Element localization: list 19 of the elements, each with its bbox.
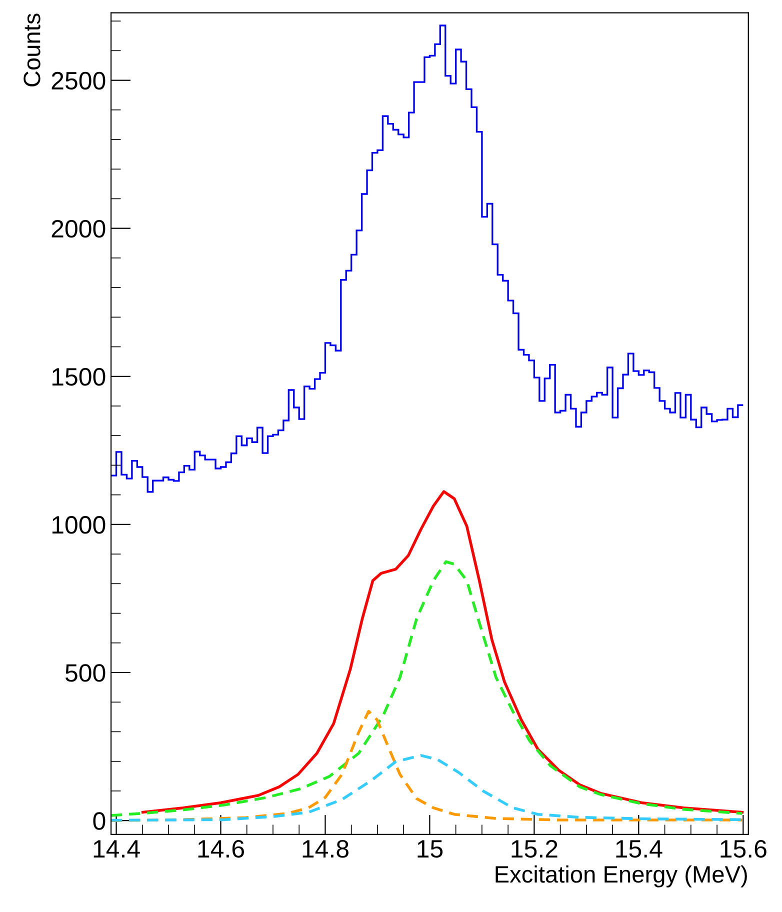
x-tick-label: 15.6 bbox=[720, 840, 766, 858]
line-series bbox=[111, 560, 744, 817]
x-tick-label: 14.8 bbox=[302, 840, 348, 858]
x-tick-label: 14.4 bbox=[94, 840, 140, 858]
x-tick-label: 15.2 bbox=[512, 840, 558, 858]
x-tick-label: 15 bbox=[418, 840, 443, 858]
x-axis-title: Excitation Energy (MeV) bbox=[496, 865, 747, 888]
y-tick-label: 1500 bbox=[52, 368, 106, 386]
y-axis-title: Counts bbox=[24, 14, 40, 86]
x-tick-label: 15.4 bbox=[616, 840, 662, 858]
y-tick-label: 500 bbox=[65, 664, 106, 682]
y-tick-label: 2000 bbox=[52, 220, 106, 238]
line-series bbox=[111, 710, 744, 822]
x-tick-label: 14.6 bbox=[198, 840, 244, 858]
y-tick-label: 1000 bbox=[52, 516, 106, 534]
line-series bbox=[142, 490, 744, 814]
line-series bbox=[111, 754, 744, 822]
y-tick-label: 0 bbox=[93, 812, 106, 830]
y-tick-label: 2500 bbox=[52, 72, 106, 90]
